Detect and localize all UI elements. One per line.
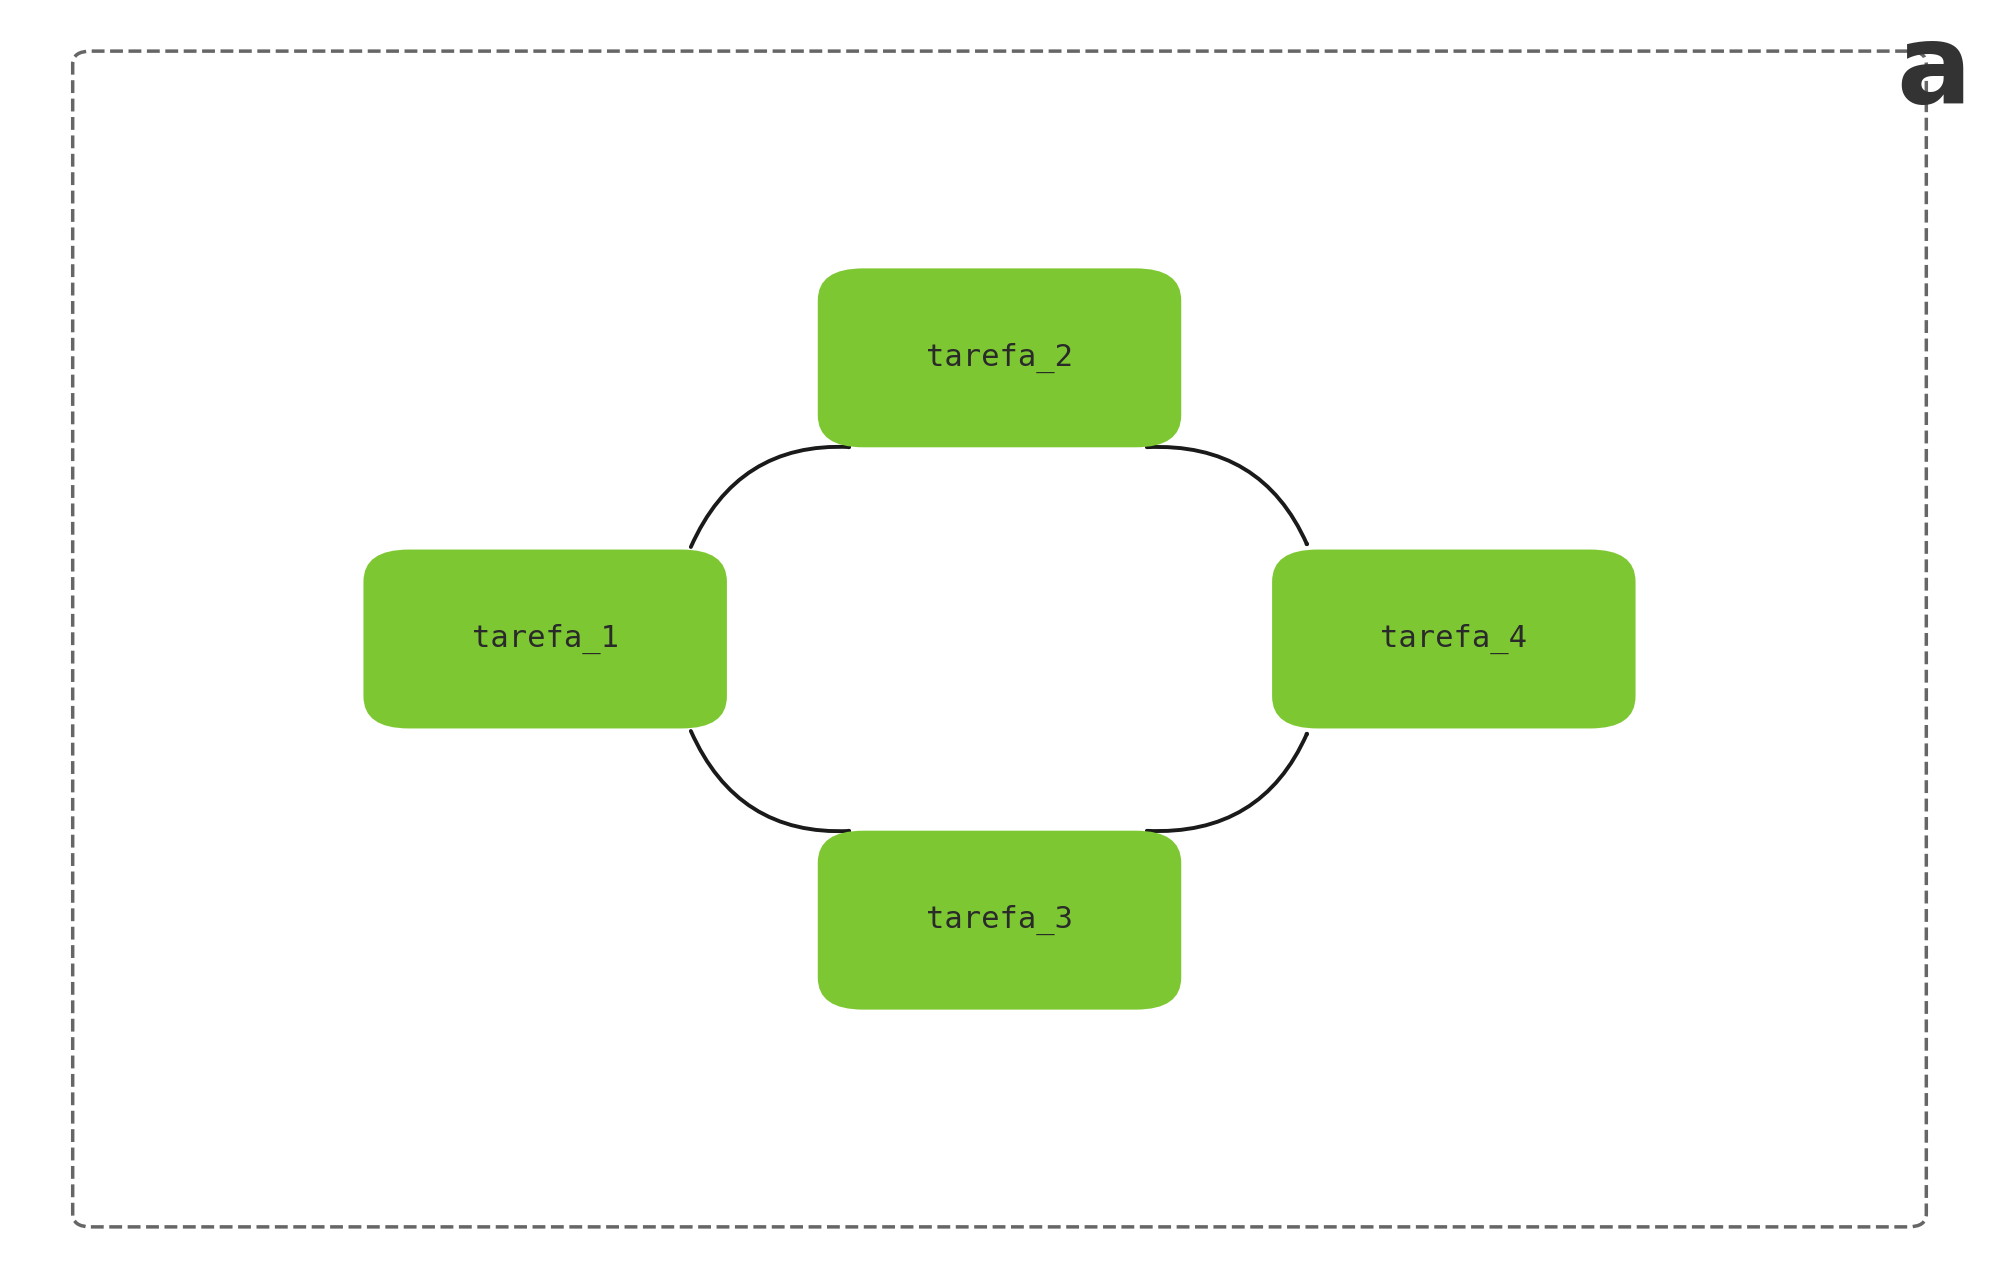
FancyArrowPatch shape xyxy=(691,447,849,547)
FancyArrowPatch shape xyxy=(1147,734,1307,831)
FancyArrowPatch shape xyxy=(1147,447,1307,544)
FancyBboxPatch shape xyxy=(1271,550,1634,728)
Text: tarefa_2: tarefa_2 xyxy=(925,343,1073,373)
FancyBboxPatch shape xyxy=(817,831,1181,1010)
Text: tarefa_3: tarefa_3 xyxy=(925,905,1073,935)
Text: tarefa_1: tarefa_1 xyxy=(472,624,617,654)
FancyBboxPatch shape xyxy=(817,268,1181,447)
FancyArrowPatch shape xyxy=(691,731,849,831)
FancyBboxPatch shape xyxy=(364,550,727,728)
Text: a: a xyxy=(1896,19,1970,127)
Text: tarefa_4: tarefa_4 xyxy=(1381,624,1526,654)
